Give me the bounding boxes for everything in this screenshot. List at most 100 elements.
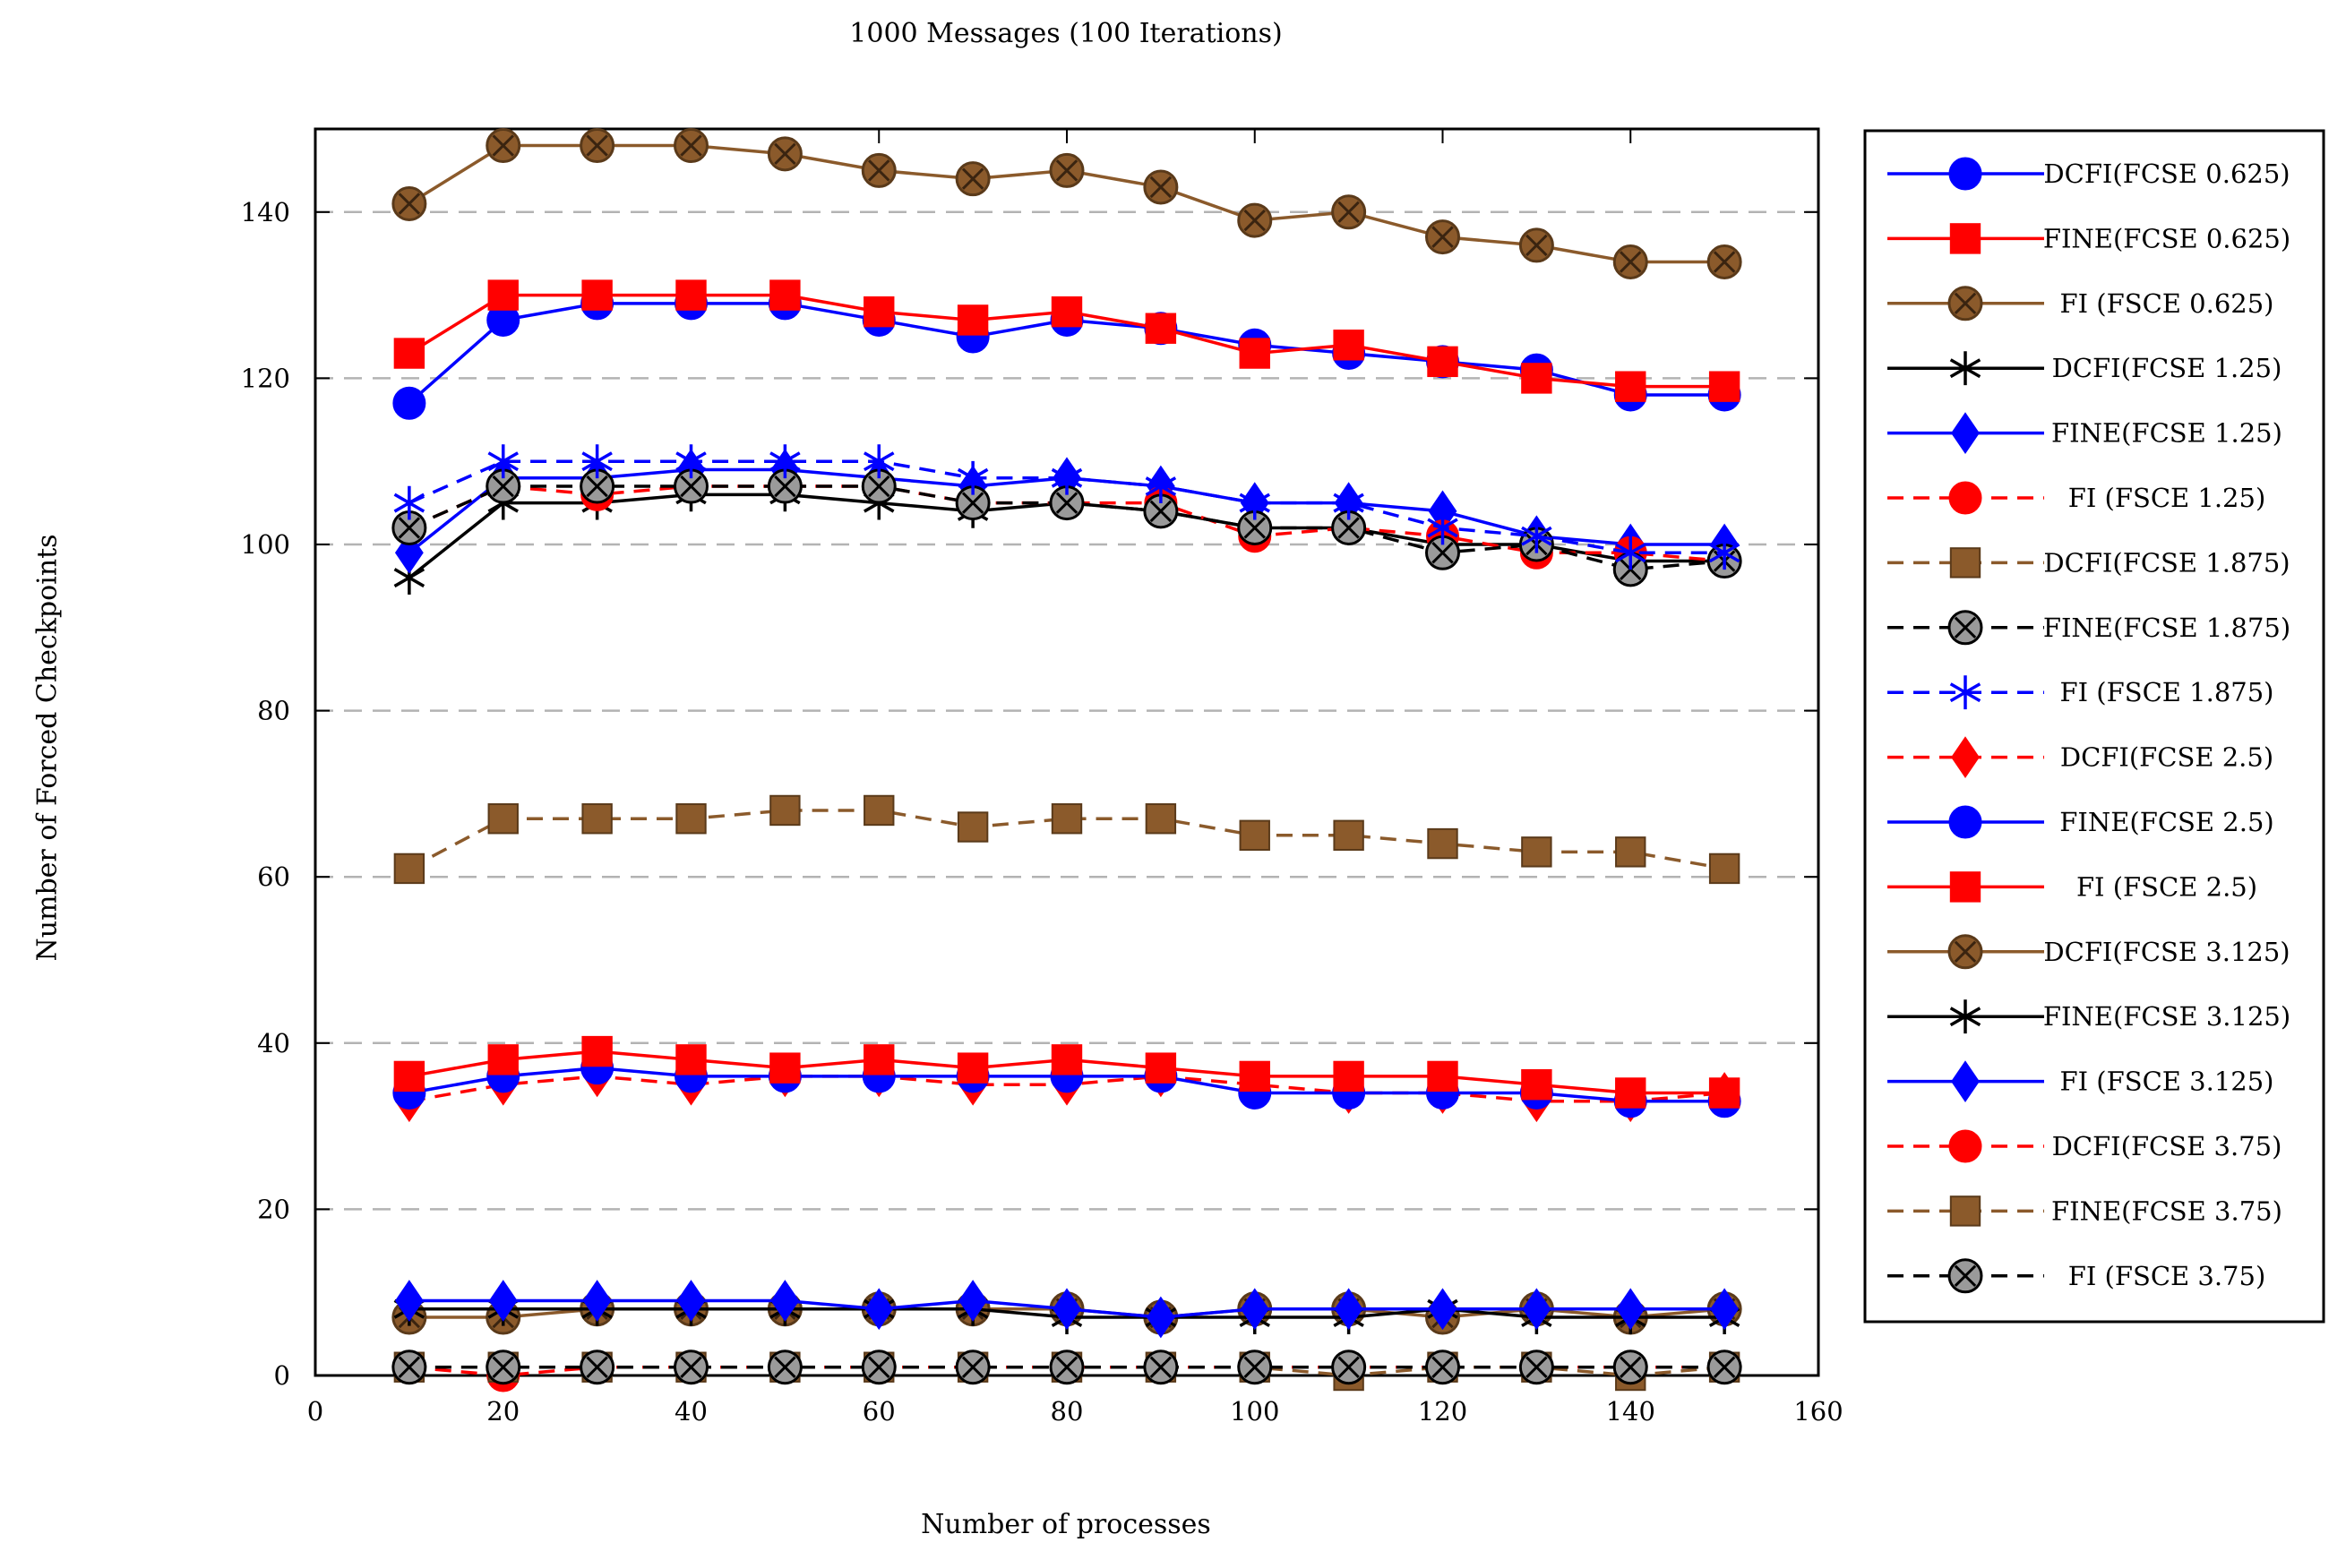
square-marker [1051,803,1083,835]
circle-x-cross [961,167,984,190]
data-point [957,304,989,336]
diamond-marker [488,1280,518,1322]
data-point [1615,1077,1646,1109]
data-point [394,1280,424,1322]
legend-label: FINE(FCSE 3.125) [2043,1001,2290,1032]
circle-x-cross [492,1356,514,1378]
data-point [1521,836,1552,868]
data-point [1615,371,1646,402]
data-point [580,1350,615,1385]
circle-x-cross [1431,1356,1454,1378]
circle-x-cross [680,134,702,157]
data-point [1331,1350,1367,1385]
square-marker [1949,1195,1981,1227]
series-2 [393,279,1740,402]
data-point [393,853,425,885]
y-tick-label: 40 [257,1028,290,1058]
asterisk-marker [581,444,613,479]
circle-marker [392,386,426,420]
data-point [1240,1288,1269,1331]
data-point [675,803,707,835]
square-marker [864,296,895,328]
data-point [486,1350,521,1385]
data-point [1427,346,1458,378]
square-marker [1427,1060,1458,1092]
diamond-marker [1710,1288,1740,1331]
data-point [1239,485,1270,520]
circle-x-cross [398,517,421,539]
circle-x-cross [680,475,702,498]
square-marker [393,853,425,885]
legend-entry: DCFI(FCSE 2.5) [1887,736,2273,778]
data-point [1708,371,1740,402]
circle-x-cross [868,159,890,182]
data-point [1425,535,1460,570]
legend-label: FINE(FCSE 1.25) [2051,418,2282,449]
square-marker [769,279,801,311]
square-marker [487,803,519,835]
diamond-marker [770,1280,800,1322]
circle-x-cross [492,475,514,498]
square-marker [1427,827,1458,860]
circle-x-cross [1149,1356,1173,1378]
data-point [582,1280,612,1322]
square-marker [1521,1069,1552,1101]
data-point [1427,827,1458,860]
square-marker [393,338,425,369]
legend-label: DCFI(FCSE 1.25) [2052,353,2282,383]
circle-x-cross [774,142,796,166]
circle-x-cross [398,193,421,215]
data-point [393,485,425,520]
circle-x-cross [1713,1356,1736,1378]
legend-label: DCFI(FCSE 2.5) [2060,742,2273,773]
square-marker [581,803,613,835]
circle-x-cross [1337,517,1360,539]
circle-x-cross [1713,251,1736,273]
legend-label: DCFI(FCSE 3.125) [2043,937,2290,967]
x-tick-label: 100 [1230,1396,1279,1427]
legend-entry: FI (FSCE 3.75) [1887,1258,2265,1294]
data-point [1331,194,1367,230]
x-tick-label: 140 [1606,1396,1655,1427]
square-marker [1949,547,1981,578]
data-point [1143,1350,1179,1385]
data-point [1425,1350,1460,1385]
data-point [1143,169,1179,205]
y-tick-label: 100 [241,529,290,560]
circle-x-cross [1337,1356,1360,1378]
diamond-marker [958,1280,988,1322]
diamond-marker [1146,1296,1175,1339]
series-3 [391,128,1742,279]
square-marker [1615,836,1646,868]
circle-x-cross [1243,1356,1266,1378]
data-point [955,1350,991,1385]
x-axis-label: Number of processes [921,1509,1211,1540]
square-marker [675,803,707,835]
data-point [1051,1044,1083,1075]
data-point [1615,536,1646,570]
circle-x-cross [1337,201,1360,224]
circle-x-cross [774,475,796,498]
square-marker [1051,296,1083,328]
asterisk-marker [1427,510,1458,545]
square-marker [1239,338,1270,369]
legend-entry: FI (FSCE 1.25) [1887,481,2265,515]
square-marker [487,1044,519,1075]
data-point [958,1280,988,1322]
data-point [957,460,989,495]
square-marker [769,794,801,827]
data-point [1710,1288,1740,1331]
circle-x-cross [586,134,608,157]
legend-label: FI (FSCE 3.125) [2059,1067,2273,1097]
square-marker [1145,313,1177,344]
data-point [487,444,519,479]
square-marker [1521,836,1552,868]
legend-label: FINE(FCSE 0.625) [2043,223,2290,253]
circle-marker [1948,1129,1982,1163]
diamond-marker [394,1280,424,1322]
data-point [581,803,613,835]
circle-marker [1948,805,1982,839]
data-point [1239,1060,1270,1092]
data-point [487,279,519,311]
asterisk-marker [957,460,989,495]
